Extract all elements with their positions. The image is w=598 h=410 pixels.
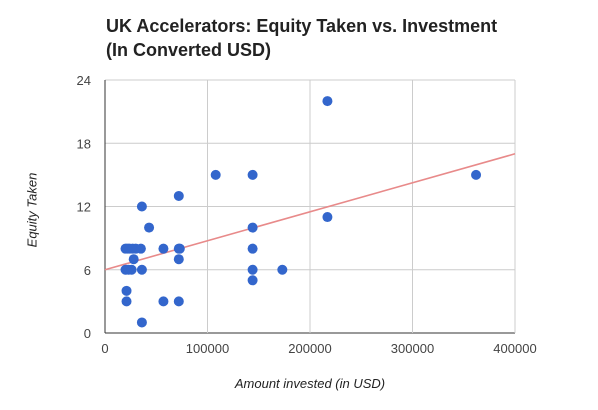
- data-point: [322, 96, 333, 107]
- data-point: [128, 254, 139, 265]
- y-tick-label: 24: [77, 73, 91, 88]
- y-tick-label: 0: [84, 326, 91, 341]
- data-point: [247, 243, 258, 254]
- trendline: [104, 153, 516, 271]
- data-point: [126, 264, 137, 275]
- data-point: [322, 212, 333, 223]
- data-point: [121, 296, 132, 307]
- data-point: [277, 264, 288, 275]
- x-tick-label: 300000: [391, 341, 434, 356]
- data-point: [174, 243, 185, 254]
- data-point: [158, 243, 169, 254]
- chart-title-line-2: (In Converted USD): [106, 40, 272, 60]
- data-point: [136, 201, 147, 212]
- data-point: [121, 285, 132, 296]
- y-tick-label: 6: [84, 263, 91, 278]
- data-point: [247, 275, 258, 286]
- x-tick-label: 400000: [493, 341, 536, 356]
- data-point: [247, 264, 258, 275]
- x-tick-label: 100000: [186, 341, 229, 356]
- data-point: [471, 169, 482, 180]
- data-point: [144, 222, 155, 233]
- y-tick-label: 18: [77, 136, 91, 151]
- data-point: [247, 222, 258, 233]
- data-point: [158, 296, 169, 307]
- chart-title-line-1: UK Accelerators: Equity Taken vs. Invest…: [106, 16, 498, 36]
- data-point: [135, 243, 146, 254]
- data-point: [173, 254, 184, 265]
- y-axis-title: Equity Taken: [24, 172, 40, 248]
- x-tick-label: 0: [101, 341, 108, 356]
- x-axis-title: Amount invested (in USD): [234, 376, 386, 391]
- data-point: [136, 264, 147, 275]
- y-tick-label: 12: [77, 200, 91, 215]
- data-point: [247, 169, 258, 180]
- x-tick-label: 200000: [288, 341, 331, 356]
- data-point: [210, 169, 221, 180]
- data-point: [173, 296, 184, 307]
- chart-title: UK Accelerators: Equity Taken vs. Invest…: [106, 14, 497, 62]
- data-point: [136, 317, 147, 328]
- data-point: [173, 190, 184, 201]
